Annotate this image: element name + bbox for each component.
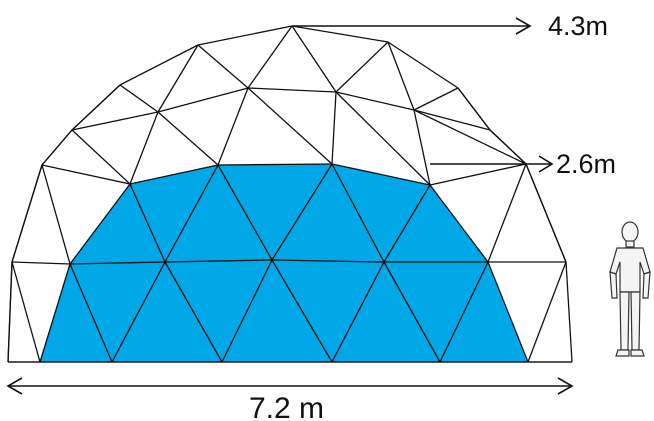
dome-strut <box>335 41 389 93</box>
dome-strut <box>11 261 71 265</box>
dome-strut <box>271 163 333 261</box>
dome-strut <box>164 164 219 263</box>
dome-strut <box>197 25 293 46</box>
dome-strut <box>335 91 431 186</box>
dome-strut <box>331 91 337 165</box>
dome-strut <box>11 164 43 263</box>
blue-wall-panel <box>40 164 528 362</box>
dome-strut <box>247 25 293 89</box>
dome-strut <box>565 261 573 363</box>
dome-strut <box>489 129 527 165</box>
dome-strut <box>221 259 273 363</box>
dome-strut <box>487 163 527 263</box>
dome-strut <box>217 87 249 166</box>
dome-strut <box>71 111 159 131</box>
dome-strut <box>387 41 415 111</box>
top-height-label: 4.3m <box>548 11 608 41</box>
dome-strut <box>413 109 431 186</box>
dome-strut <box>7 261 13 363</box>
dome-strut <box>331 261 385 363</box>
dome-strut <box>197 44 249 89</box>
dome-strut <box>331 163 431 186</box>
dome-strut <box>217 164 273 261</box>
dome-strut <box>129 183 166 263</box>
dome-strut <box>39 263 71 363</box>
dome-strut <box>157 87 249 113</box>
dome-strut <box>71 84 121 131</box>
dome-strut <box>429 184 489 263</box>
dome-strut <box>157 111 219 166</box>
dome-strut <box>413 109 527 165</box>
dome-strut <box>429 163 527 186</box>
person-icon <box>609 221 651 357</box>
dome-strut <box>247 87 333 165</box>
dome-strut <box>164 259 273 263</box>
panel-height-label: 2.6m <box>556 149 616 179</box>
dome-strut <box>11 261 41 363</box>
dome-strut <box>413 87 459 111</box>
dome-strut <box>413 109 491 131</box>
dome-strut <box>164 261 223 363</box>
panel-height-arrow <box>430 155 554 173</box>
dome-strut <box>41 129 73 166</box>
dome-strut <box>69 263 113 363</box>
dome-strut <box>119 44 199 86</box>
dome-strut <box>71 129 131 185</box>
base-width-label: 7.2 m <box>249 392 324 421</box>
dome-strut <box>41 164 71 265</box>
dome-strut <box>271 259 333 363</box>
dome-strut <box>271 259 385 263</box>
dome-strut <box>527 261 567 363</box>
dome-strut <box>129 164 219 185</box>
dome-strut <box>525 163 567 263</box>
dome-strut <box>247 87 337 93</box>
dome-strut <box>331 163 385 263</box>
dome-strut <box>387 41 459 89</box>
dome-strut <box>129 111 159 185</box>
top-height-arrow <box>292 17 532 35</box>
base-width-arrow <box>6 377 574 395</box>
dome-strut <box>383 184 431 263</box>
dome-strut <box>119 84 159 113</box>
dome-strut <box>487 261 529 363</box>
dome-strut <box>457 87 491 131</box>
dome-strut <box>157 44 199 113</box>
dome-strut <box>335 91 415 111</box>
dome-strut <box>111 261 166 363</box>
dome-strut <box>383 261 441 363</box>
dome-strut <box>69 261 166 265</box>
dome-strut <box>291 25 389 43</box>
dome-strut <box>291 25 337 93</box>
dome-strut <box>217 163 333 166</box>
dome-strut <box>439 261 489 363</box>
dome-strut <box>69 183 131 265</box>
dome-strut <box>41 164 131 185</box>
